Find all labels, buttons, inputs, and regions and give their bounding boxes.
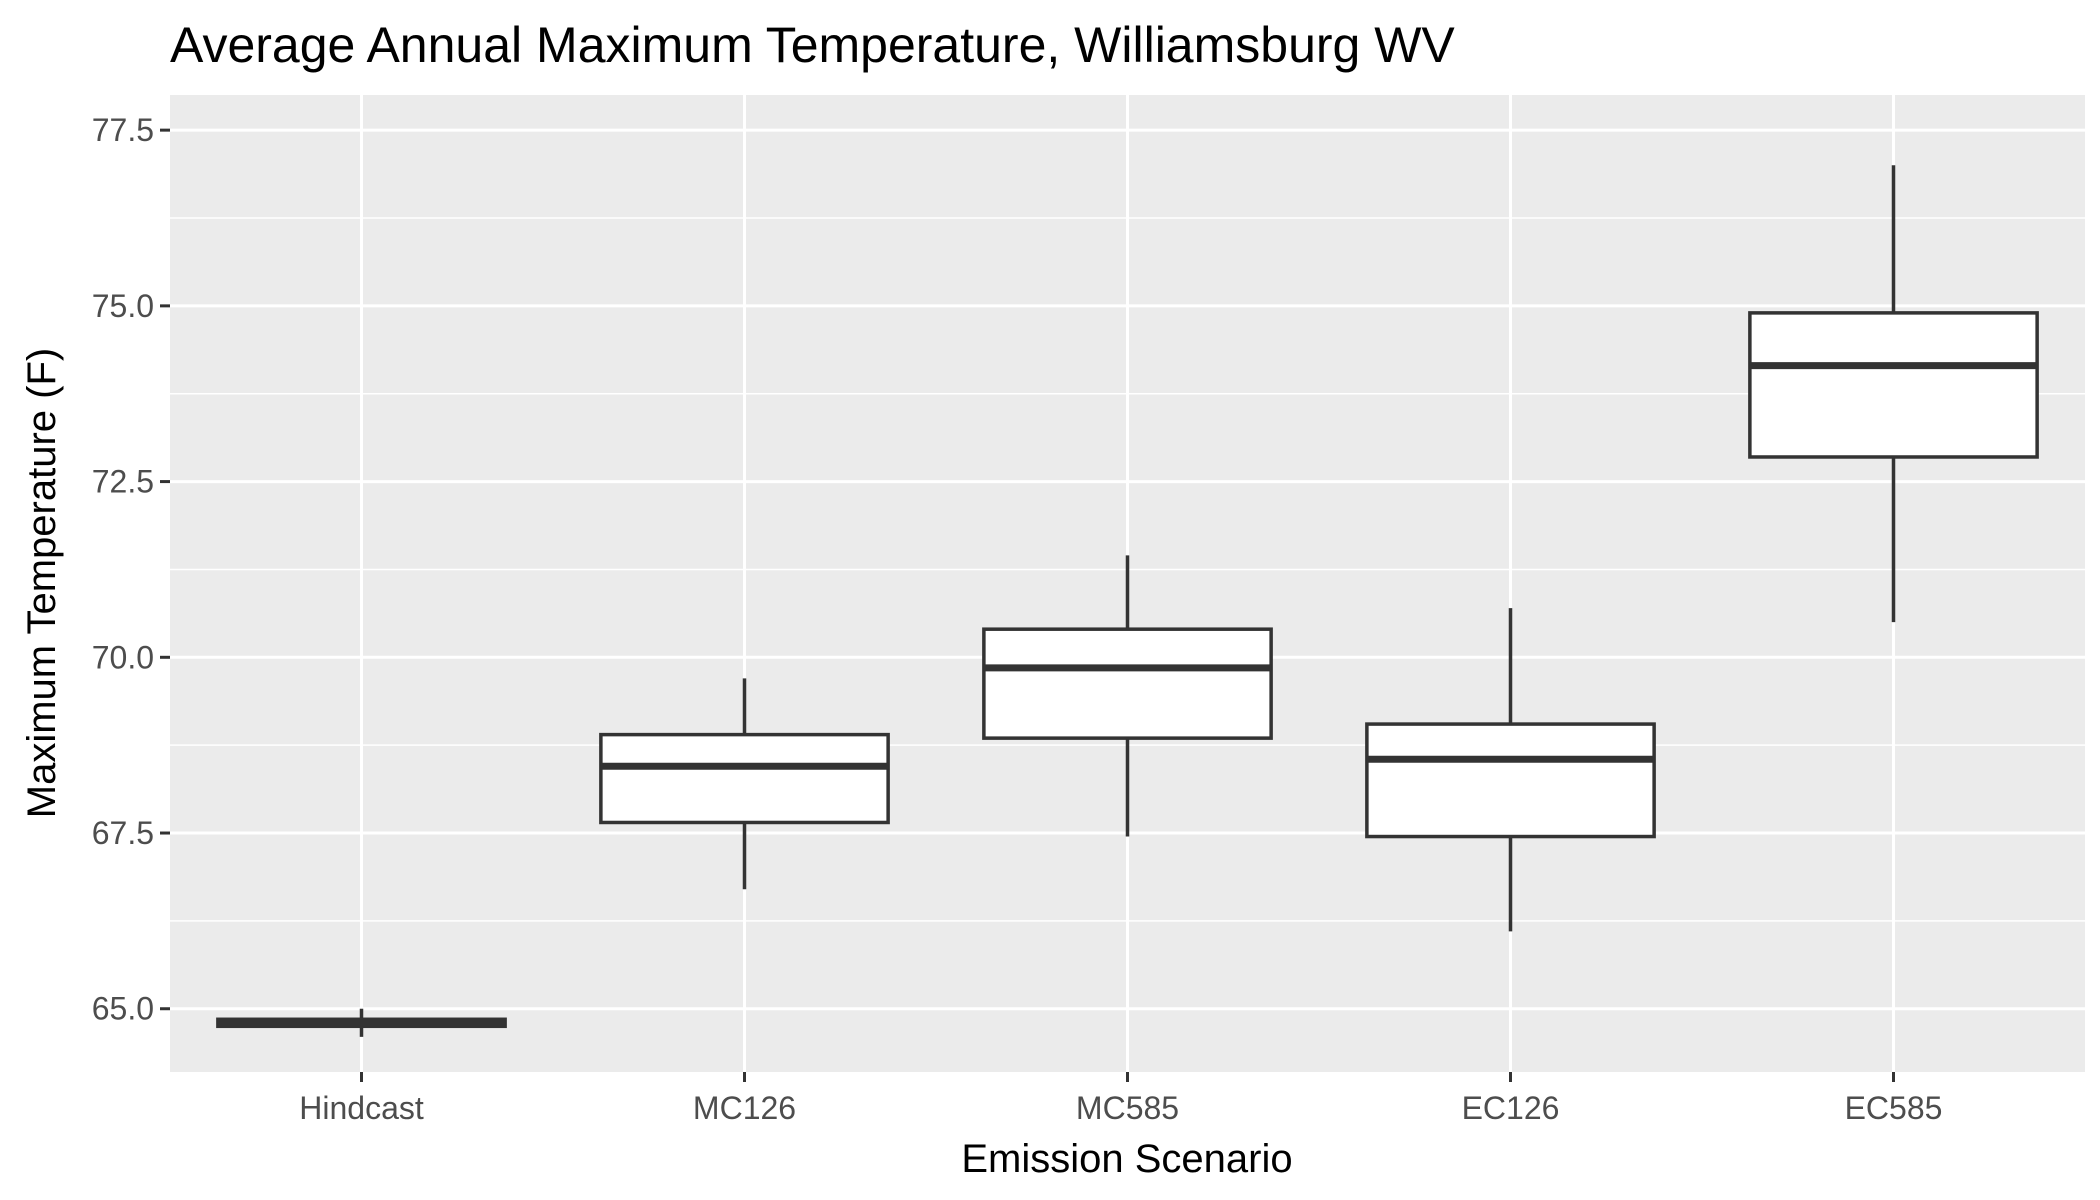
x-axis-title: Emission Scenario: [961, 1137, 1292, 1181]
y-tick-label: 67.5: [92, 815, 154, 851]
x-tick-label: Hindcast: [299, 1090, 424, 1126]
y-axis-title: Maximum Temperature (F): [20, 348, 64, 818]
iqr-box: [599, 732, 890, 825]
box-hindcast: [216, 1008, 507, 1037]
y-axis: 65.0 67.5 70.0 72.5 75.0 77.5: [92, 112, 170, 1027]
box-mc126: [599, 678, 890, 890]
box-mc585: [982, 555, 1273, 837]
x-tick-label: EC585: [1845, 1090, 1943, 1126]
box-ec126: [1365, 608, 1656, 932]
box-series: [216, 165, 2039, 1037]
x-tick-label: MC585: [1076, 1090, 1179, 1126]
y-tick-label: 70.0: [92, 639, 154, 675]
iqr-box: [982, 627, 1273, 740]
iqr-box: [1748, 311, 2039, 459]
iqr-box: [1365, 722, 1656, 839]
x-tick-label: MC126: [693, 1090, 796, 1126]
y-tick-label: 75.0: [92, 288, 154, 324]
y-tick-label: 65.0: [92, 991, 154, 1027]
y-tick-label: 72.5: [92, 464, 154, 500]
x-axis: Hindcast MC126 MC585 EC126 EC585: [299, 1072, 1942, 1126]
x-tick-label: EC126: [1462, 1090, 1560, 1126]
chart-title: Average Annual Maximum Temperature, Will…: [170, 17, 1455, 73]
box-ec585: [1748, 165, 2039, 623]
y-tick-label: 77.5: [92, 112, 154, 148]
